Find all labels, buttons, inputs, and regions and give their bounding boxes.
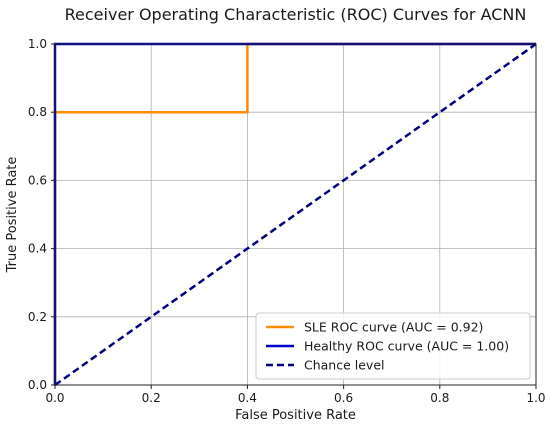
legend-label-0: SLE ROC curve (AUC = 0.92) [304, 320, 483, 335]
x-tick-label: 0.2 [142, 391, 161, 405]
legend: SLE ROC curve (AUC = 0.92) Healthy ROC cu… [255, 312, 531, 380]
chart-title: Receiver Operating Characteristic (ROC) … [65, 5, 527, 24]
x-tick-label: 0.6 [334, 391, 353, 405]
x-tick-label: 0.8 [430, 391, 449, 405]
x-tick-label: 0.4 [238, 391, 257, 405]
legend-label-1: Healthy ROC curve (AUC = 1.00) [304, 339, 509, 354]
x-tick-label: 1.0 [526, 391, 545, 405]
axis-ticks: 0.0 0.2 0.4 0.6 0.8 1.0 0.0 0.2 0.4 0.6 0.8 1.0 [28, 37, 546, 405]
y-tick-label: 0.8 [28, 105, 47, 119]
legend-label-2: Chance level [304, 358, 385, 373]
y-axis-label: True Positive Rate [5, 157, 20, 274]
y-tick-label: 0.4 [28, 242, 47, 256]
y-tick-label: 0.6 [28, 173, 47, 187]
y-tick-label: 0.2 [28, 310, 47, 324]
x-axis-label: False Positive Rate [235, 408, 356, 423]
legend-box [255, 312, 531, 380]
y-tick-label: 0.0 [28, 378, 47, 392]
y-tick-label: 1.0 [28, 37, 47, 51]
x-tick-label: 0.0 [45, 391, 64, 405]
plot-frame [54, 43, 537, 386]
